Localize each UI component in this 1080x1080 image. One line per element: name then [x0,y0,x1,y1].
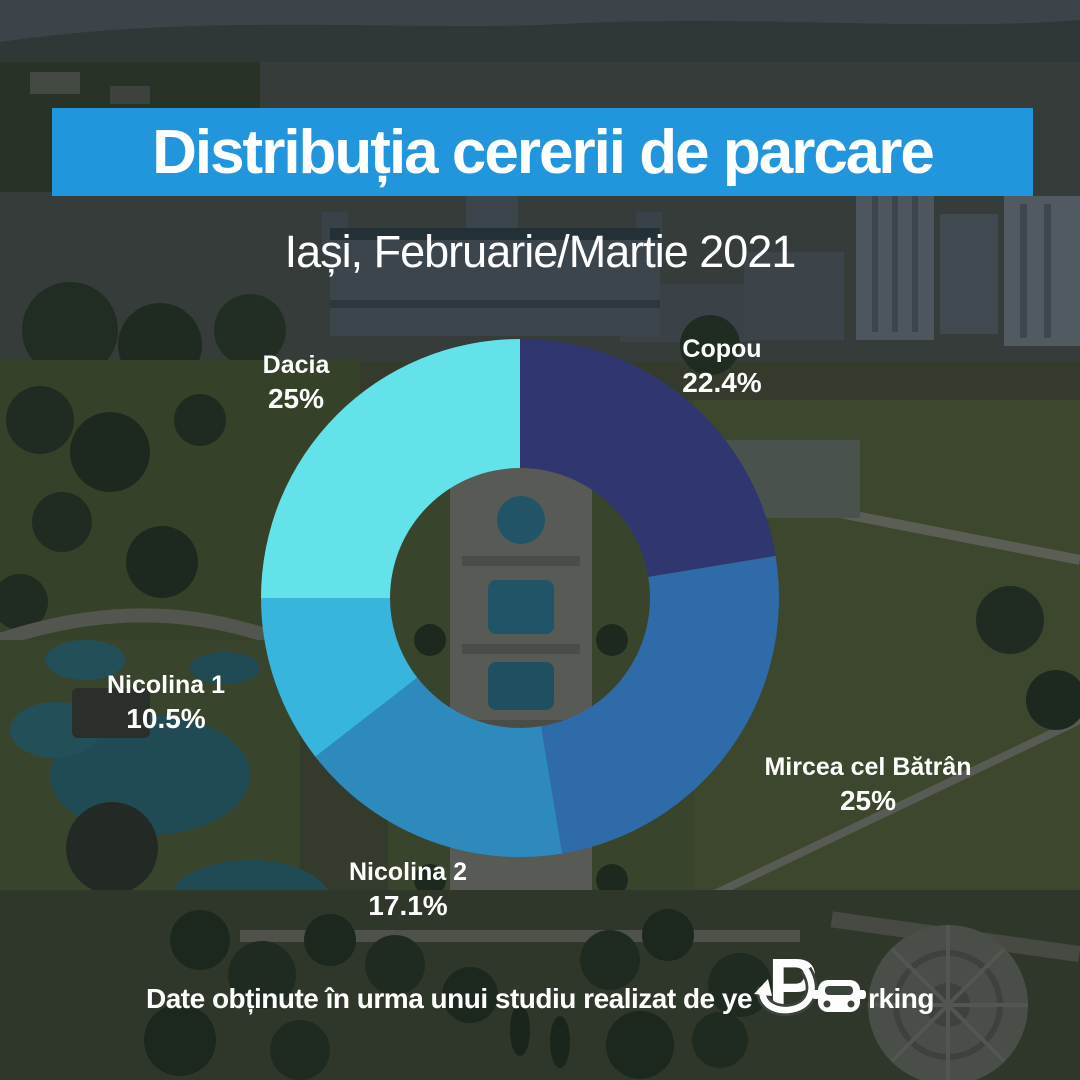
donut-slice-copou [520,339,776,577]
background-plaza [830,911,1080,1080]
donut-slice-nicolina-1 [261,598,418,757]
chart-label-mircea-cel-batran: Mircea cel Bătrân 25% [688,751,1048,818]
chart-label-dacia-name: Dacia [262,351,330,379]
chart-label-dacia-pct: 25% [267,383,325,414]
chart-label-nicolina-2-name: Nicolina 2 [348,858,468,886]
chart-label-nicolina-1: Nicolina 1 10.5% [66,669,266,736]
donut-slice-nicolina-2 [315,677,563,857]
chart-label-mircea-name: Mircea cel Bătrân [764,753,972,781]
footer-text-suffix: rking [868,983,935,1014]
page-title: Distribuția cererii de parcare [152,117,935,187]
footer-caption: Date obținute în urma unui studiu realiz… [0,950,1080,1028]
chart-label-nicolina-1-name: Nicolina 1 [106,671,226,699]
chart-label-copou-pct: 22.4% [682,367,762,398]
car-front-icon [812,980,867,1012]
chart-label-mircea-pct: 25% [839,785,897,816]
background-highrises [744,188,1080,346]
background-palace [322,134,662,336]
title-banner: Distribuția cererii de parcare [52,108,1033,196]
yeparking-logo: P [754,950,867,1026]
footer-text-prefix: Date obținute în urma unui studiu realiz… [145,983,753,1014]
loop-arrow-icon [754,966,818,1017]
donut-slice-dacia [261,339,520,598]
chart-label-dacia: Dacia 25% [196,349,396,416]
chart-label-copou: Copou 22.4% [622,333,822,400]
page-subtitle: Iași, Februarie/Martie 2021 [284,226,797,277]
chart-label-copou-name: Copou [682,335,762,363]
background-ponds [0,640,330,940]
background-sky [0,0,1080,70]
chart-label-nicolina-2: Nicolina 2 17.1% [308,856,508,923]
chart-label-nicolina-2-pct: 17.1% [368,890,448,921]
donut-slice-mircea-cel-bătrân [541,555,779,854]
chart-label-nicolina-1-pct: 10.5% [126,703,206,734]
